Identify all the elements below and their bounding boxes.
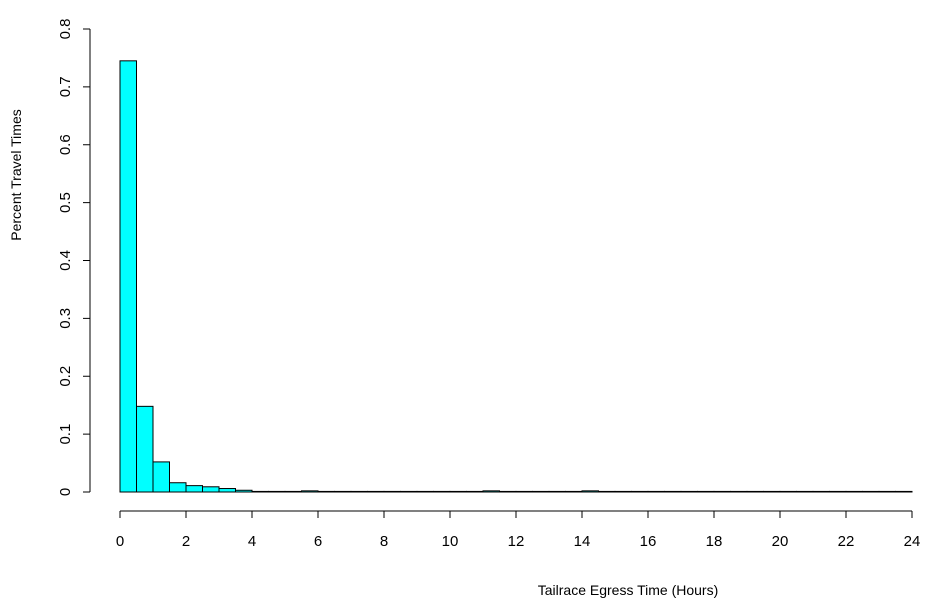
x-tick-label: 6	[314, 533, 322, 550]
histogram-bar	[664, 490, 682, 493]
histogram-bar	[136, 405, 154, 493]
histogram-bar	[680, 490, 698, 493]
histogram-bar	[119, 60, 137, 493]
x-tick-label: 20	[772, 533, 789, 550]
histogram-bar	[647, 490, 665, 493]
x-axis-title: Tailrace Egress Time (Hours)	[538, 582, 719, 598]
x-tick-label: 24	[904, 533, 921, 550]
histogram-bar	[317, 490, 335, 493]
histogram-bar	[202, 486, 220, 493]
histogram-bar	[350, 490, 368, 493]
histogram-bar	[334, 490, 352, 493]
histogram-bar	[268, 490, 286, 493]
y-tick-label: 0.4	[57, 250, 74, 271]
y-tick-label: 0.5	[57, 192, 74, 213]
histogram-bar	[779, 490, 797, 493]
y-axis-title: Percent Travel Times	[8, 109, 24, 241]
histogram-bar	[218, 488, 236, 493]
histogram-bar	[845, 490, 863, 493]
histogram-bar	[878, 490, 896, 493]
histogram-bar	[631, 490, 649, 493]
y-tick-label: 0.7	[57, 76, 74, 97]
histogram-bar	[482, 490, 500, 493]
x-tick-label: 0	[116, 533, 124, 550]
x-tick-label: 8	[380, 533, 388, 550]
histogram-bar	[466, 490, 484, 493]
histogram-bar	[301, 490, 319, 493]
y-axis: 0 0.1 0.2 0.3 0.4 0.5 0.6 0.7 0.8	[57, 19, 91, 496]
histogram-bar	[532, 490, 550, 493]
histogram-bar	[746, 490, 764, 493]
histogram-bar	[763, 490, 781, 493]
histogram-bar	[416, 490, 434, 493]
bars-group	[119, 60, 913, 493]
histogram-bar	[598, 490, 616, 493]
histogram-bar	[862, 490, 880, 493]
x-tick-label: 12	[508, 533, 525, 550]
x-axis: 0 2 4 6 8 10 12 14 16 18 20 22 24	[116, 510, 921, 550]
histogram-bar	[713, 490, 731, 493]
y-tick-label: 0	[57, 488, 74, 496]
histogram-bar	[185, 485, 203, 493]
histogram-bar	[565, 490, 583, 493]
x-tick-label: 2	[182, 533, 190, 550]
x-tick-label: 14	[574, 533, 591, 550]
histogram-bar	[152, 461, 170, 493]
x-tick-label: 10	[442, 533, 459, 550]
x-tick-label: 22	[838, 533, 855, 550]
histogram-bar	[812, 490, 830, 493]
histogram-bar	[730, 490, 748, 493]
histogram-bar	[581, 490, 599, 493]
histogram-bar	[697, 490, 715, 493]
y-tick-label: 0.6	[57, 134, 74, 155]
y-tick-label: 0.8	[57, 19, 74, 40]
histogram-bar	[433, 490, 451, 493]
x-tick-label: 18	[706, 533, 723, 550]
histogram-bar	[251, 490, 269, 493]
histogram-bar	[400, 490, 418, 493]
x-tick-label: 16	[640, 533, 657, 550]
histogram-bar	[235, 489, 253, 493]
histogram-bar	[829, 490, 847, 493]
histogram-bar	[614, 490, 632, 493]
x-tick-label: 4	[248, 533, 256, 550]
histogram-bar	[796, 490, 814, 493]
histogram-bar	[169, 482, 187, 493]
histogram-bar	[367, 490, 385, 493]
y-tick-label: 0.2	[57, 366, 74, 387]
histogram-bar	[895, 490, 913, 493]
y-tick-label: 0.3	[57, 308, 74, 329]
histogram-bar	[383, 490, 401, 493]
histogram-bar	[499, 490, 517, 493]
y-tick-label: 0.1	[57, 424, 74, 445]
histogram-bar	[548, 490, 566, 493]
histogram-bar	[449, 490, 467, 493]
histogram-bar	[515, 490, 533, 493]
histogram-bar	[284, 490, 302, 493]
